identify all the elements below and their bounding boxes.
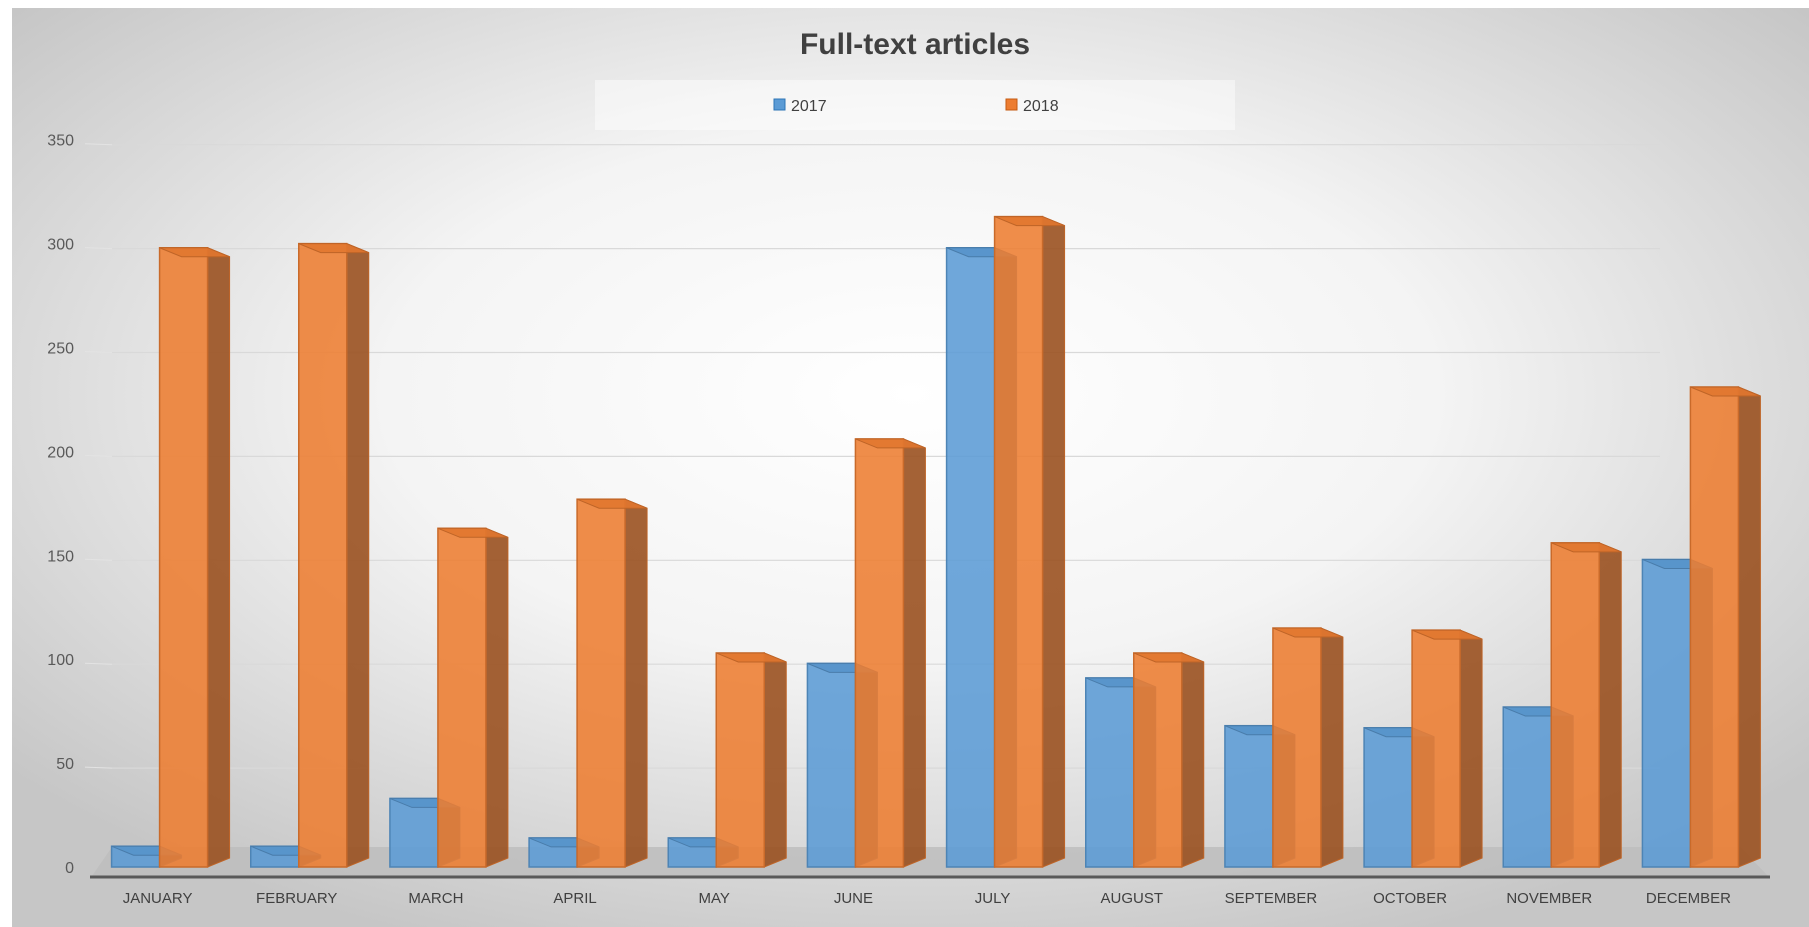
bar-2018-november bbox=[1550, 542, 1622, 868]
y-tick-label: 300 bbox=[47, 237, 74, 254]
y-tick-label: 0 bbox=[65, 860, 74, 877]
bar-side-face bbox=[1598, 542, 1622, 868]
bar-front-face bbox=[1689, 386, 1740, 868]
bar-top-face bbox=[1551, 542, 1622, 553]
chart-title: Full-text articles bbox=[800, 28, 1030, 61]
y-tick-label: 50 bbox=[56, 756, 74, 773]
bar-top-face bbox=[1133, 652, 1204, 663]
bar-top-face bbox=[298, 243, 369, 254]
bar-front-face bbox=[715, 652, 765, 868]
y-axis-ticks: 0 50 100 150 200 250 300 350 bbox=[47, 133, 74, 877]
bar-2018-january bbox=[158, 247, 231, 868]
legend-background bbox=[595, 80, 1235, 130]
y-tick-label: 250 bbox=[47, 341, 74, 358]
bar-top-face bbox=[576, 498, 648, 509]
x-tick-label: JANUARY bbox=[123, 890, 193, 907]
bar-front-face bbox=[1411, 629, 1461, 868]
bar-front-face bbox=[854, 438, 905, 868]
x-tick-label: MAY bbox=[699, 890, 730, 907]
bar-2018-october bbox=[1411, 629, 1483, 868]
bar-top-face bbox=[716, 652, 787, 663]
bar-top-face bbox=[994, 216, 1065, 227]
x-tick-label: JUNE bbox=[834, 890, 873, 907]
bar-front-face bbox=[389, 797, 439, 868]
bar-top-face bbox=[1272, 627, 1344, 638]
x-tick-label: NOVEMBER bbox=[1506, 890, 1592, 907]
bar-side-face bbox=[624, 498, 648, 868]
x-tick-label: APRIL bbox=[553, 890, 596, 907]
bar-front-face bbox=[1085, 677, 1135, 868]
bar-2018-april bbox=[576, 498, 648, 868]
x-tick-label: JULY bbox=[975, 890, 1011, 907]
bar-side-face bbox=[763, 652, 787, 868]
bar-front-face bbox=[993, 215, 1044, 868]
gridline-side bbox=[84, 662, 113, 665]
x-tick-label: DECEMBER bbox=[1646, 890, 1731, 907]
gridline-side bbox=[84, 454, 113, 457]
bar-front-face bbox=[1641, 558, 1692, 868]
bar-front-face bbox=[298, 242, 348, 868]
y-tick-label: 150 bbox=[47, 548, 74, 565]
bar-side-face bbox=[1042, 215, 1066, 868]
x-tick-label: FEBRUARY bbox=[256, 890, 337, 907]
bar-2018-june bbox=[854, 438, 926, 868]
bar-front-face bbox=[1550, 542, 1600, 868]
gridline-side bbox=[84, 247, 113, 250]
bar-side-face bbox=[485, 527, 509, 868]
bar-2018-march bbox=[437, 527, 509, 868]
bar-side-face bbox=[902, 438, 926, 868]
gridline-side bbox=[84, 143, 113, 146]
bar-top-face bbox=[437, 527, 509, 538]
legend-label-2018: 2018 bbox=[1023, 98, 1059, 115]
bar-side-face bbox=[1737, 386, 1761, 868]
bar-front-face bbox=[806, 662, 857, 868]
bar-2018-february bbox=[298, 242, 370, 868]
x-tick-label: AUGUST bbox=[1100, 890, 1163, 907]
bar-front-face bbox=[158, 247, 209, 868]
bar-top-face bbox=[159, 247, 230, 258]
bar-front-face bbox=[1272, 627, 1322, 868]
chart-floor bbox=[90, 847, 1770, 879]
bar-top-face bbox=[855, 438, 926, 449]
x-axis-ticks: JANUARY FEBRUARY MARCH APRIL MAY JUNE JULY AUGU… bbox=[123, 890, 1731, 907]
bar-side-face bbox=[346, 242, 370, 868]
bar-2018-september bbox=[1272, 627, 1344, 868]
bar-front-face bbox=[576, 498, 626, 868]
bar-2018-july bbox=[993, 215, 1066, 868]
legend: 2017 2018 bbox=[595, 80, 1235, 130]
bar-front-face bbox=[1133, 652, 1183, 868]
y-tick-label: 350 bbox=[47, 133, 74, 150]
gridline-side bbox=[84, 766, 113, 769]
bar-side-face bbox=[1320, 627, 1344, 868]
bar-front-face bbox=[1224, 724, 1274, 868]
bar-side-face bbox=[1181, 652, 1205, 868]
bar-2018-may bbox=[715, 652, 787, 868]
bar-front-face bbox=[437, 527, 487, 868]
bar-side-face bbox=[207, 247, 231, 868]
bar-side-face bbox=[1459, 629, 1483, 868]
legend-swatch-2018 bbox=[1005, 98, 1018, 111]
bar-2018-december bbox=[1689, 386, 1761, 868]
bars bbox=[110, 215, 1761, 868]
gridline-side bbox=[84, 558, 113, 561]
bar-top-face bbox=[1411, 629, 1483, 640]
bar-front-face bbox=[945, 247, 996, 868]
bar-top-face bbox=[1690, 386, 1761, 397]
bar-2018-august bbox=[1133, 652, 1205, 868]
floor-surface bbox=[92, 847, 1768, 876]
x-tick-label: OCTOBER bbox=[1373, 890, 1447, 907]
bar-front-face bbox=[1363, 727, 1413, 868]
x-tick-label: MARCH bbox=[408, 890, 463, 907]
legend-label-2017: 2017 bbox=[791, 98, 827, 115]
y-tick-label: 200 bbox=[47, 444, 74, 461]
bar-front-face bbox=[1502, 706, 1552, 868]
legend-swatch-2017 bbox=[773, 98, 786, 111]
gridline-side bbox=[84, 351, 113, 353]
x-tick-label: SEPTEMBER bbox=[1225, 890, 1318, 907]
y-tick-label: 100 bbox=[47, 652, 74, 669]
